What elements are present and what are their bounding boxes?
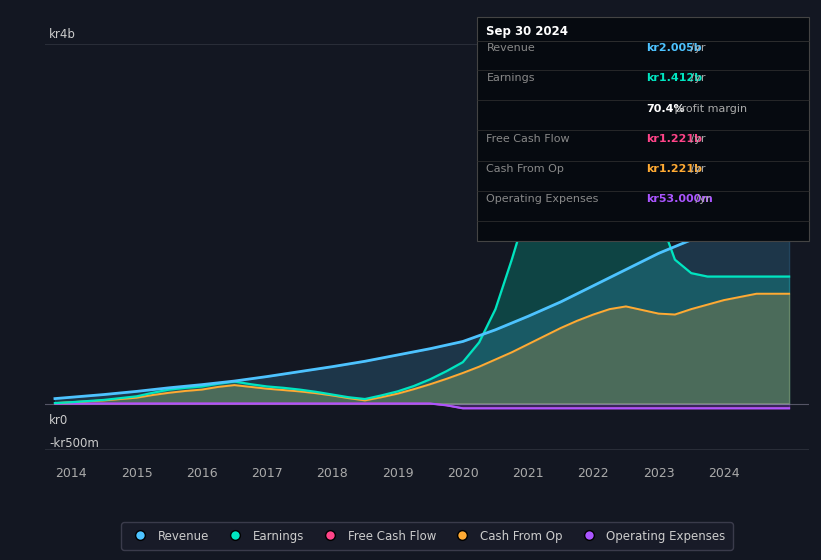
Text: kr1.221b: kr1.221b	[646, 134, 702, 144]
Text: kr4b: kr4b	[49, 28, 76, 41]
Text: Free Cash Flow: Free Cash Flow	[486, 134, 570, 144]
Text: kr2.005b: kr2.005b	[646, 43, 702, 53]
Text: kr53.000m: kr53.000m	[646, 194, 713, 204]
Text: Earnings: Earnings	[486, 73, 535, 83]
Text: Operating Expenses: Operating Expenses	[486, 194, 599, 204]
Text: kr1.412b: kr1.412b	[646, 73, 702, 83]
Text: /yr: /yr	[686, 43, 705, 53]
Text: /yr: /yr	[686, 164, 705, 174]
Text: -kr500m: -kr500m	[49, 437, 99, 450]
Legend: Revenue, Earnings, Free Cash Flow, Cash From Op, Operating Expenses: Revenue, Earnings, Free Cash Flow, Cash …	[122, 522, 732, 549]
Text: profit margin: profit margin	[672, 104, 747, 114]
Text: /yr: /yr	[686, 73, 705, 83]
Text: 70.4%: 70.4%	[646, 104, 685, 114]
Text: Cash From Op: Cash From Op	[486, 164, 564, 174]
Text: kr0: kr0	[49, 414, 68, 427]
Text: /yr: /yr	[692, 194, 710, 204]
Text: kr1.221b: kr1.221b	[646, 164, 702, 174]
Text: Revenue: Revenue	[486, 43, 535, 53]
Text: /yr: /yr	[686, 134, 705, 144]
Text: Sep 30 2024: Sep 30 2024	[486, 25, 568, 38]
